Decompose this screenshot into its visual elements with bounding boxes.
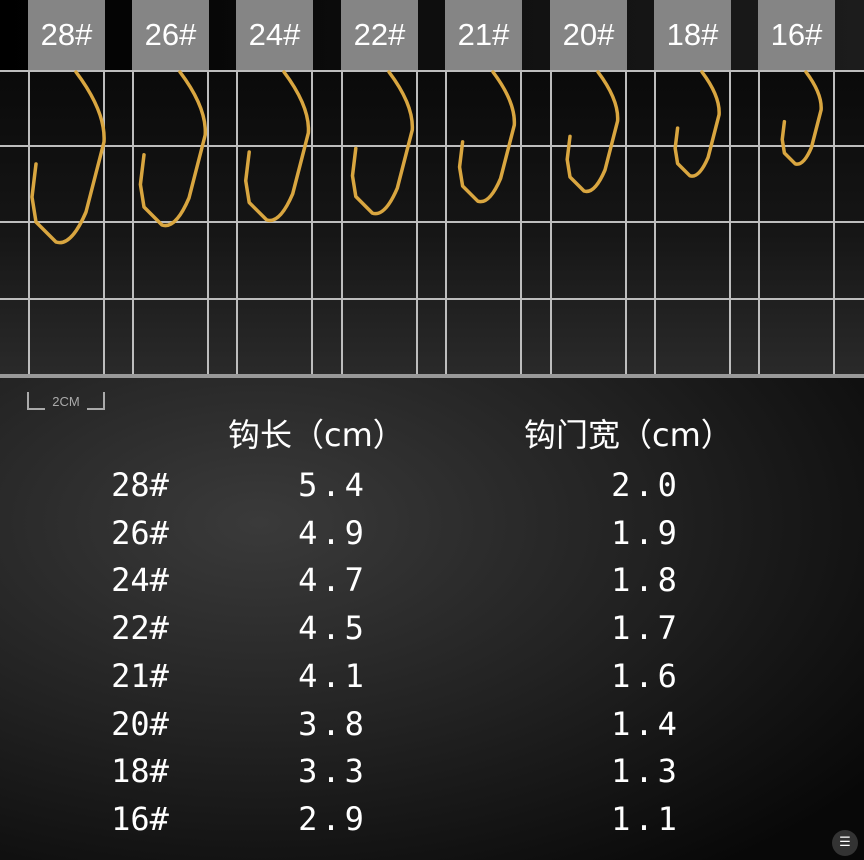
cell-size: 16# <box>111 799 169 838</box>
grid-line <box>28 70 30 376</box>
cell-size: 24# <box>111 561 169 600</box>
cell-size: 22# <box>111 609 169 648</box>
grid-line <box>520 70 522 376</box>
cell-size: 26# <box>111 513 169 552</box>
header-length: 钩长（cm） <box>228 416 405 454</box>
grid-line <box>0 298 864 300</box>
hook <box>30 70 106 245</box>
grid-line <box>207 70 209 376</box>
grid-line <box>0 145 864 147</box>
size-label: 22# <box>341 0 418 70</box>
hook <box>565 70 620 194</box>
cell-gap: 1.3 <box>611 752 681 791</box>
cell-gap: 2.0 <box>611 466 681 504</box>
grid-line <box>625 70 627 376</box>
grid-line <box>654 70 656 376</box>
divider <box>0 374 864 378</box>
grid-line <box>103 70 105 376</box>
grid-line <box>729 70 731 376</box>
size-label: 18# <box>654 0 731 70</box>
size-label: 20# <box>550 0 627 70</box>
cell-length: 3.8 <box>298 704 368 743</box>
cell-gap: 1.9 <box>611 513 681 552</box>
cell-size: 20# <box>111 704 169 743</box>
grid-line <box>550 70 552 376</box>
grid-line <box>132 70 134 376</box>
hooks-illustration <box>30 70 823 245</box>
grid-line <box>311 70 313 376</box>
hook <box>673 70 721 178</box>
grid-line <box>0 221 864 223</box>
text-scan-icon[interactable]: ☰ <box>832 830 858 856</box>
grid-line <box>758 70 760 376</box>
grid-line <box>445 70 447 376</box>
hook <box>780 70 823 166</box>
hook <box>138 70 207 228</box>
cell-length: 3.3 <box>298 752 368 791</box>
cell-gap: 1.6 <box>611 656 681 695</box>
size-label: 16# <box>758 0 835 70</box>
size-label: 28# <box>28 0 105 70</box>
cell-size: 18# <box>111 752 169 791</box>
cell-length: 4.1 <box>298 656 368 695</box>
grid-line <box>341 70 343 376</box>
cell-size: 21# <box>111 656 169 695</box>
hook <box>350 70 415 216</box>
hook <box>457 70 517 204</box>
grid-line <box>416 70 418 376</box>
size-label: 26# <box>132 0 209 70</box>
grid-line <box>236 70 238 376</box>
header-gap: 钩门宽（cm） <box>524 416 733 454</box>
cell-gap: 1.1 <box>611 799 681 838</box>
cell-length: 4.5 <box>298 609 368 648</box>
grid-line <box>0 70 864 72</box>
cell-gap: 1.7 <box>611 609 681 648</box>
size-label: 24# <box>236 0 313 70</box>
cell-length: 5.4 <box>298 466 368 504</box>
cell-gap: 1.8 <box>611 561 681 600</box>
cell-gap: 1.4 <box>611 704 681 743</box>
cell-length: 4.7 <box>298 561 368 600</box>
cell-size: 28# <box>111 466 169 504</box>
scale-bar: 2CM <box>27 392 105 410</box>
cell-length: 2.9 <box>298 799 368 838</box>
size-table-area <box>0 378 864 860</box>
hook <box>243 70 311 223</box>
size-label: 21# <box>445 0 522 70</box>
grid-line <box>833 70 835 376</box>
cell-length: 4.9 <box>298 513 368 552</box>
scale-label: 2CM <box>52 394 80 409</box>
